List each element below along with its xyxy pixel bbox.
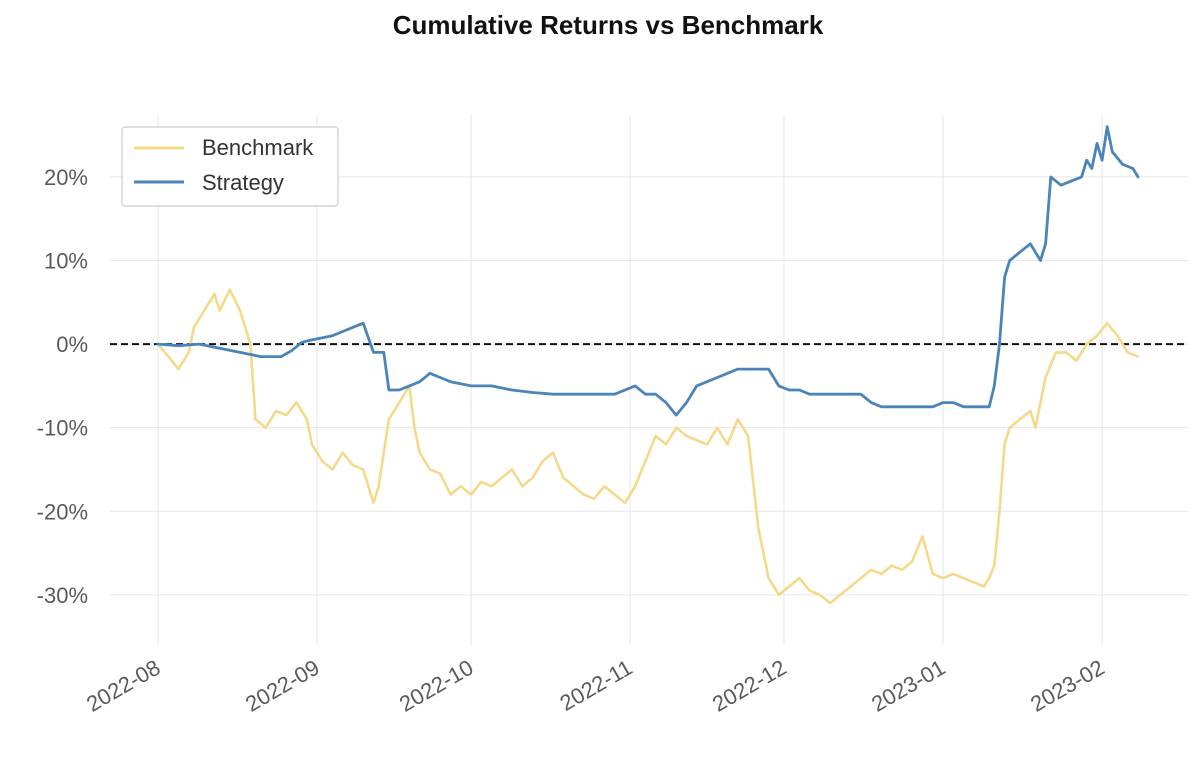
y-tick-label: 10% [44,248,88,273]
legend-label-strategy: Strategy [202,170,284,195]
y-tick-label: 20% [44,165,88,190]
x-tick-label: 2022-08 [82,655,164,717]
x-tick-label: 2023-01 [867,655,949,717]
series-line-strategy [156,125,1140,417]
y-tick-label: -30% [37,583,88,608]
series-layer [156,125,1140,605]
y-tick-label: 0% [56,332,88,357]
x-tick-label: 2022-09 [241,655,323,717]
series-line-benchmark [156,288,1140,605]
y-tick-label: -10% [37,416,88,441]
x-tick-label: 2022-10 [395,655,477,717]
x-tick-label: 2022-11 [556,655,637,716]
y-tick-label: -20% [37,499,88,524]
legend-label-benchmark: Benchmark [202,135,314,160]
chart-title: Cumulative Returns vs Benchmark [393,10,824,40]
x-tick-label: 2023-02 [1026,655,1108,717]
x-tick-label: 2022-12 [708,655,790,717]
x-axis-ticks: 2022-08 2022-09 2022-10 2022-11 2022-12 2023-… [82,655,1109,717]
y-axis-ticks: 20% 10% 0% -10% -20% -30% [37,165,88,608]
legend: Benchmark Strategy [121,126,339,207]
